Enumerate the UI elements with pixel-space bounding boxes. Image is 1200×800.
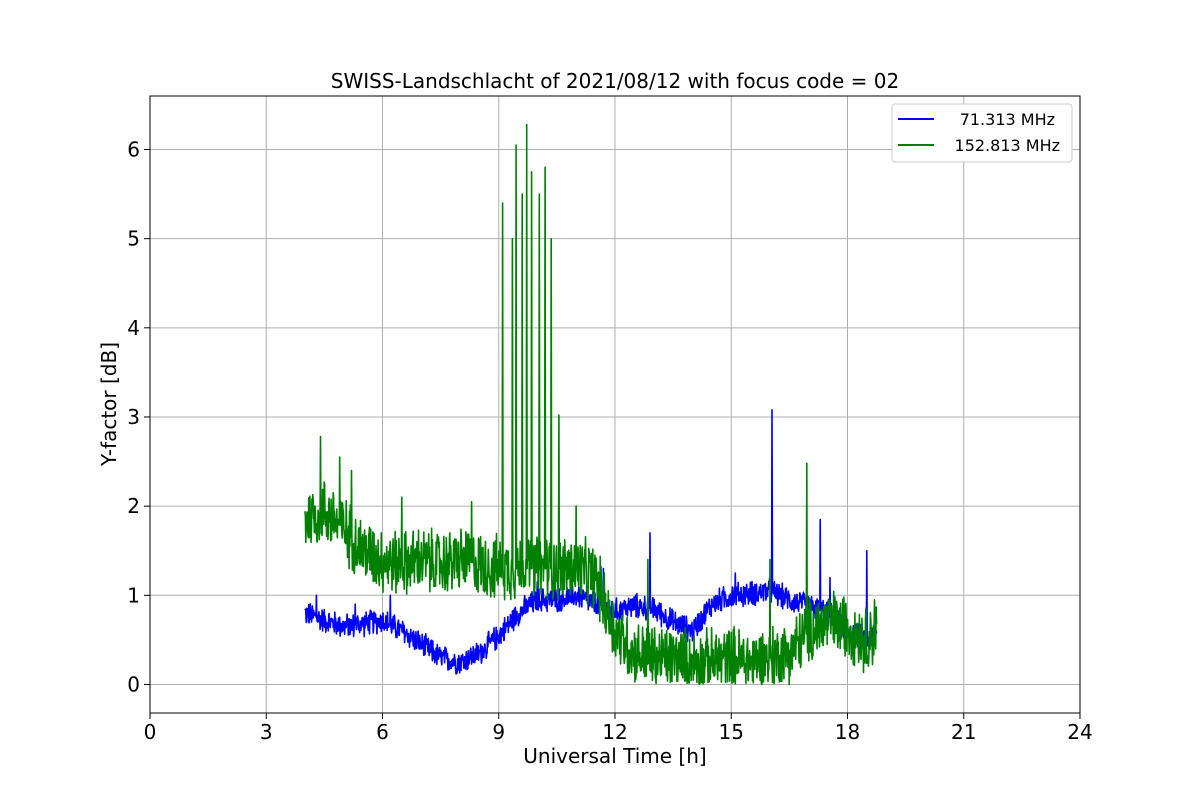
y-tick-label: 6 [127, 137, 140, 161]
series-layer [304, 123, 878, 686]
x-tick-label: 0 [144, 720, 157, 744]
y-tick-label: 5 [127, 227, 140, 251]
x-tick-label: 12 [602, 720, 627, 744]
legend-label-series-1: 71.313 MHz [960, 110, 1055, 129]
y-axis-label: Y-factor [dB] [97, 342, 121, 467]
series-line-1 [304, 409, 878, 675]
x-tick-label: 15 [719, 720, 744, 744]
y-tick-label: 0 [127, 672, 140, 696]
x-tick-label: 3 [260, 720, 273, 744]
x-tick-label: 24 [1067, 720, 1092, 744]
y-tick-label: 2 [127, 494, 140, 518]
chart-title: SWISS-Landschlacht of 2021/08/12 with fo… [331, 69, 899, 93]
x-axis-label: Universal Time [h] [523, 744, 706, 768]
legend: 71.313 MHz 152.813 MHz [891, 103, 1073, 163]
y-tick-label: 1 [127, 583, 140, 607]
x-tick-label: 9 [492, 720, 505, 744]
x-tick-label: 6 [376, 720, 389, 744]
legend-label-series-2: 152.813 MHz [955, 136, 1060, 155]
y-tick-label: 4 [127, 316, 140, 340]
legend-box [891, 103, 1073, 163]
grid [149, 96, 1081, 713]
series-line-2 [304, 123, 878, 686]
y-tick-label: 3 [127, 405, 140, 429]
x-tick-label: 21 [951, 720, 976, 744]
x-tick-label: 18 [835, 720, 860, 744]
